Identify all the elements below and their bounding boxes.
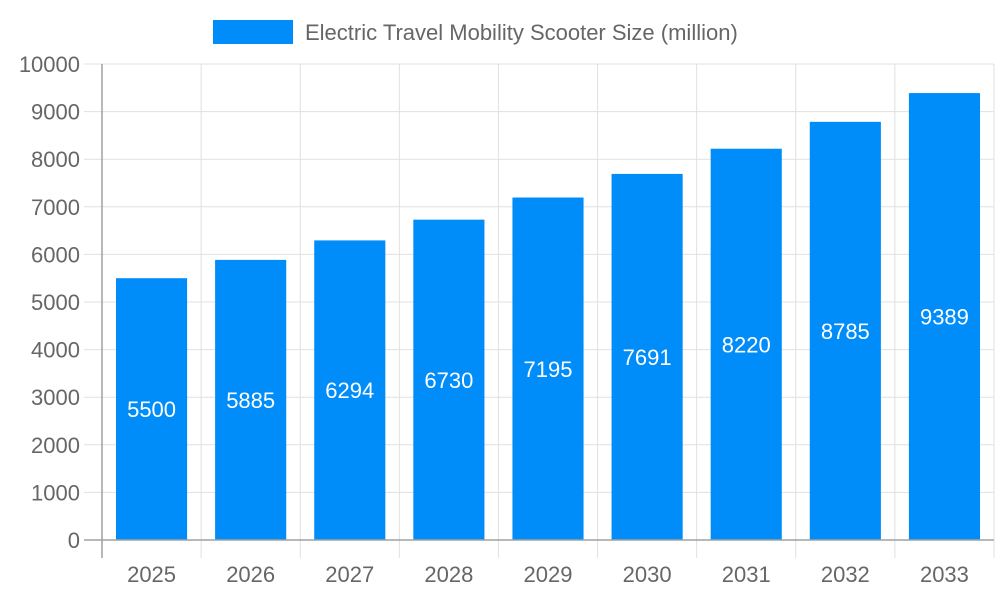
y-tick-label: 8000: [31, 147, 80, 172]
legend-swatch: [213, 20, 293, 44]
bar: [512, 197, 584, 540]
legend: Electric Travel Mobility Scooter Size (m…: [213, 20, 738, 45]
data-label: 5885: [226, 388, 275, 413]
y-tick-label: 5000: [31, 290, 80, 315]
data-label: 8785: [821, 319, 870, 344]
y-tick-label: 10000: [19, 52, 80, 77]
y-tick-label: 4000: [31, 338, 80, 363]
bar: [611, 173, 683, 541]
x-tick-label: 2027: [325, 562, 374, 587]
bar: [413, 219, 485, 541]
y-tick-label: 1000: [31, 480, 80, 505]
data-label: 5500: [127, 397, 176, 422]
y-tick-label: 9000: [31, 100, 80, 125]
bar: [314, 240, 386, 541]
data-label: 7195: [524, 357, 573, 382]
bar: [809, 121, 881, 541]
bar: [908, 93, 980, 540]
bar: [710, 148, 782, 540]
x-tick-label: 2029: [524, 562, 573, 587]
y-tick-label: 0: [68, 528, 80, 553]
axes: 0 1000 2000 3000 4000 5000 6000 7000 8000 9000 100…: [19, 52, 994, 587]
x-tick-label: 2030: [623, 562, 672, 587]
bar: [116, 278, 188, 540]
bars: 5500 5885 6294 6730 7195 7691 8220 8785 9389: [116, 93, 980, 541]
legend-label: Electric Travel Mobility Scooter Size (m…: [305, 20, 738, 45]
x-tick-label: 2033: [920, 562, 969, 587]
y-tick-label: 3000: [31, 385, 80, 410]
x-tick-label: 2025: [127, 562, 176, 587]
x-tick-label: 2032: [821, 562, 870, 587]
bar: [215, 259, 287, 540]
x-tick-label: 2031: [722, 562, 771, 587]
data-label: 8220: [722, 332, 771, 357]
y-tick-label: 6000: [31, 242, 80, 267]
y-tick-label: 7000: [31, 195, 80, 220]
y-tick-label: 2000: [31, 433, 80, 458]
data-label: 6730: [424, 368, 473, 393]
x-tick-label: 2028: [424, 562, 473, 587]
data-label: 7691: [623, 345, 672, 370]
data-label: 6294: [325, 378, 374, 403]
data-label: 9389: [920, 305, 969, 330]
x-tick-label: 2026: [226, 562, 275, 587]
